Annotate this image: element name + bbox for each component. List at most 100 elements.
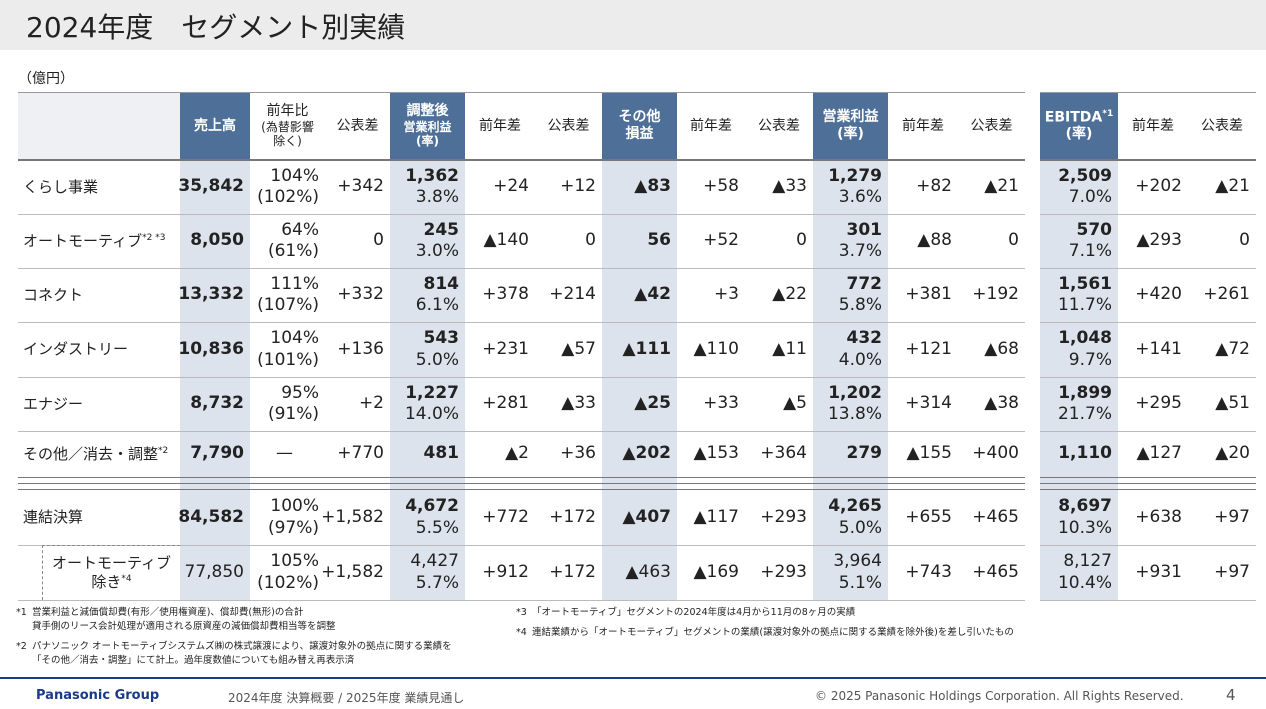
data-cell: ▲2 — [465, 431, 535, 477]
data-cell: 570 7.1% — [1040, 214, 1118, 268]
header-line: 前年差 — [690, 117, 732, 134]
rule — [1040, 489, 1256, 490]
data-cell: ▲25 — [602, 377, 677, 431]
cell-value: +281 — [482, 393, 529, 414]
cell-line: 8,127 — [1063, 551, 1112, 572]
cell-value: +655 — [905, 506, 952, 527]
cell-value: 13,332 — [178, 284, 244, 305]
data-cell: ▲169 — [677, 545, 745, 600]
column-header: 調整後 営業利益 (率) — [390, 92, 465, 160]
cell-value: +638 — [1135, 506, 1182, 527]
cell-value: ▲407 — [622, 506, 671, 527]
header-line: 営業利益 — [403, 120, 452, 134]
data-cell: 84,582 — [178, 490, 250, 545]
data-cell: 543 5.0% — [390, 322, 465, 377]
data-cell: +172 — [535, 490, 602, 545]
row-label: インダストリー — [18, 322, 180, 377]
data-cell: +2 — [325, 377, 390, 431]
cell-value: ▲5 — [783, 393, 807, 414]
row-label-line: エナジー — [23, 394, 84, 413]
cell-value: 35,842 — [178, 176, 244, 197]
column-shade — [813, 160, 888, 600]
header-line: 調整後 — [406, 103, 449, 120]
header-line: (率) — [416, 134, 439, 149]
cell-line: 95% — [281, 382, 319, 403]
rule — [1040, 214, 1256, 215]
data-cell: ▲407 — [602, 490, 677, 545]
cell-line: 1,227 — [405, 382, 459, 403]
column-header: 前年差 — [1118, 92, 1188, 160]
cell-value: ▲293 — [1136, 230, 1182, 251]
data-cell: ▲21 — [1188, 160, 1256, 214]
data-cell: +33 — [677, 377, 745, 431]
cell-line: 8,697 — [1058, 496, 1112, 517]
cell-value: ▲21 — [1215, 176, 1250, 197]
data-cell: 0 — [745, 214, 813, 268]
cell-line: 4.0% — [838, 349, 882, 370]
cell-value: +192 — [972, 284, 1019, 305]
row-label-line: コネクト — [23, 285, 84, 304]
rule — [1040, 545, 1256, 546]
data-cell: +24 — [465, 160, 535, 214]
data-cell: ▲127 — [1118, 431, 1188, 477]
rule — [18, 545, 1025, 546]
cell-line: 13.8% — [827, 404, 882, 424]
cell-line: 5.8% — [838, 295, 882, 315]
cell-value: ▲11 — [772, 338, 807, 359]
cell-value: +1,582 — [321, 561, 384, 582]
header-line: (為替影響 — [261, 120, 314, 134]
footnote-line: 連結業績から「オートモーティブ」セグメントの業績(譲渡対象外の拠点に関する業績を… — [532, 627, 1014, 638]
data-cell: +1,582 — [321, 490, 390, 545]
data-cell: ▲57 — [535, 322, 602, 377]
cell-value: ▲68 — [984, 338, 1019, 359]
data-cell: 1,899 21.7% — [1040, 377, 1118, 431]
cell-value: +172 — [549, 561, 596, 582]
data-cell: 104% (102%) — [250, 160, 325, 214]
data-cell: 4,672 5.5% — [390, 490, 465, 545]
cell-value: — — [276, 443, 293, 464]
data-cell: ▲463 — [602, 545, 677, 600]
data-cell: +293 — [745, 490, 813, 545]
cell-line: 100% — [270, 496, 319, 517]
cell-value: +33 — [703, 393, 739, 414]
cell-value: +293 — [760, 561, 807, 582]
data-cell: ▲111 — [602, 322, 677, 377]
cell-line: 4,265 — [828, 496, 882, 517]
cell-value: +293 — [760, 506, 807, 527]
data-cell: ▲88 — [888, 214, 958, 268]
cell-value: ▲117 — [693, 506, 739, 527]
data-cell: +638 — [1118, 490, 1188, 545]
cell-value: ▲20 — [1215, 443, 1250, 464]
rule — [18, 600, 1025, 601]
cell-value: +121 — [905, 338, 952, 359]
cell-value: +141 — [1135, 338, 1182, 359]
cell-value: ▲463 — [625, 561, 671, 582]
cell-line: 1,362 — [405, 165, 459, 186]
data-cell: +97 — [1188, 545, 1256, 600]
title: 2024年度 セグメント別実績 — [26, 11, 406, 44]
data-cell: 4,265 5.0% — [813, 490, 888, 545]
rule — [1040, 322, 1256, 323]
cell-value: ▲22 — [772, 284, 807, 305]
data-cell: +281 — [465, 377, 535, 431]
cell-value: +743 — [905, 561, 952, 582]
cell-value: +136 — [337, 338, 384, 359]
cell-line: 1,899 — [1058, 382, 1112, 403]
cell-value: ▲111 — [622, 338, 671, 359]
header-line: 損益 — [625, 126, 654, 142]
cell-value: +97 — [1214, 506, 1250, 527]
copyright: © 2025 Panasonic Holdings Corporation. A… — [815, 689, 1184, 703]
rule — [18, 159, 1025, 161]
header-line: 営業利益 — [822, 109, 879, 126]
column-header: 営業利益 (率) — [813, 92, 888, 160]
data-cell: +931 — [1118, 545, 1188, 600]
cell-line: 7.0% — [1068, 187, 1112, 207]
row-note: *2 — [158, 445, 169, 456]
row-label: エナジー — [18, 377, 180, 431]
cell-value: ▲72 — [1215, 338, 1250, 359]
rule — [1040, 92, 1256, 93]
title-bar — [0, 0, 1266, 50]
footnote-line: 営業利益と減価償却費(有形／使用権資産)、償却費(無形)の合計 — [32, 607, 304, 618]
data-cell: ▲33 — [745, 160, 813, 214]
